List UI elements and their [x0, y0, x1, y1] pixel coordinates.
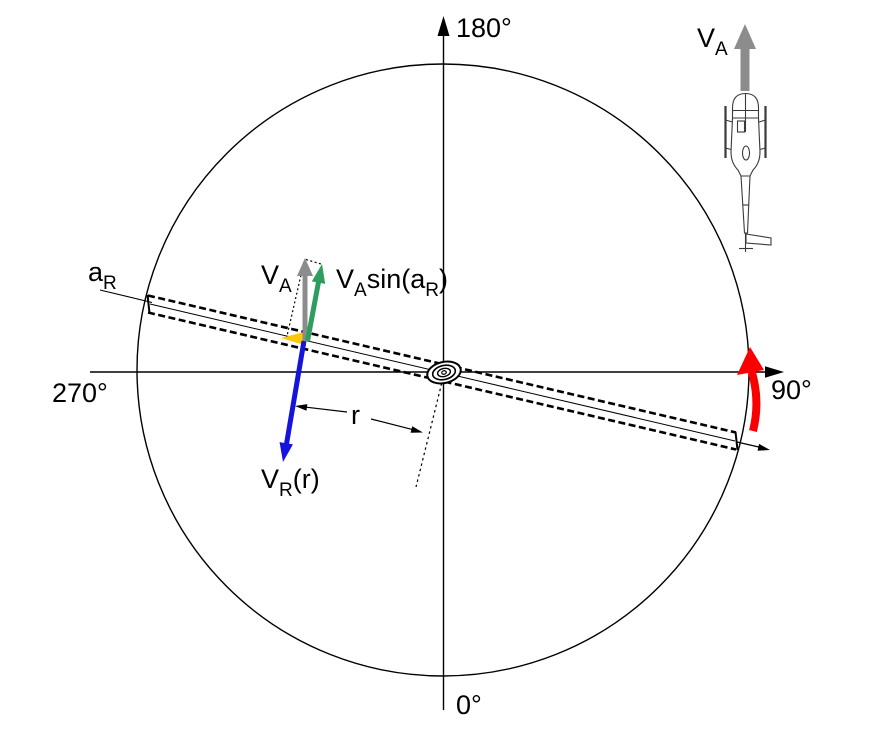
label-0deg: 0° — [456, 690, 482, 720]
blade-left-tip-cap — [146, 294, 151, 314]
angle-marker-wedge — [281, 331, 306, 346]
hub-perpendicular-dotted-line — [415, 377, 444, 488]
heli-va-label: VA — [697, 23, 728, 60]
label-90deg: 90° — [771, 375, 812, 405]
vr-vector-label: VR(r) — [261, 464, 320, 501]
blade-span-arrowhead — [757, 443, 770, 451]
label-270deg: 270° — [52, 378, 108, 408]
va-sin-vector-label: VAsin(aR) — [336, 264, 448, 301]
vr-vector-arrow — [279, 340, 307, 462]
rotation-direction-arrow — [737, 347, 764, 432]
r-dimension-left-line — [302, 406, 348, 413]
blade-bottom-edge — [147, 311, 737, 451]
horizontal-axis-arrowhead — [765, 366, 784, 378]
heli-va-arrow — [734, 24, 756, 91]
va-vector-label: VA — [261, 260, 292, 297]
va-sin-vector-arrow — [305, 264, 326, 342]
vertical-axis-arrowhead — [437, 16, 450, 36]
helicopter-inset: VA — [697, 23, 772, 252]
blade-top-edge — [147, 294, 737, 434]
blade-angle-leader-line — [99, 289, 153, 304]
r-dimension-right-arrowhead — [410, 426, 423, 433]
blade-angle-label: aR — [88, 257, 117, 294]
helicopter-top-view-icon — [724, 92, 772, 252]
label-180deg: 180° — [456, 13, 512, 43]
va-vector-arrow — [297, 258, 313, 341]
vector-projection-dotted-lines — [286, 258, 322, 337]
blade-right-tip-cap — [734, 431, 739, 451]
blade-span-extension-line — [736, 441, 763, 449]
r-dimension-right-line — [370, 418, 416, 431]
rotor-hub-icon — [426, 360, 462, 385]
r-dimension-label: r — [351, 400, 360, 430]
r-dimension — [295, 404, 423, 433]
rotation-arrowhead — [737, 347, 764, 375]
r-dimension-left-arrowhead — [295, 404, 308, 411]
